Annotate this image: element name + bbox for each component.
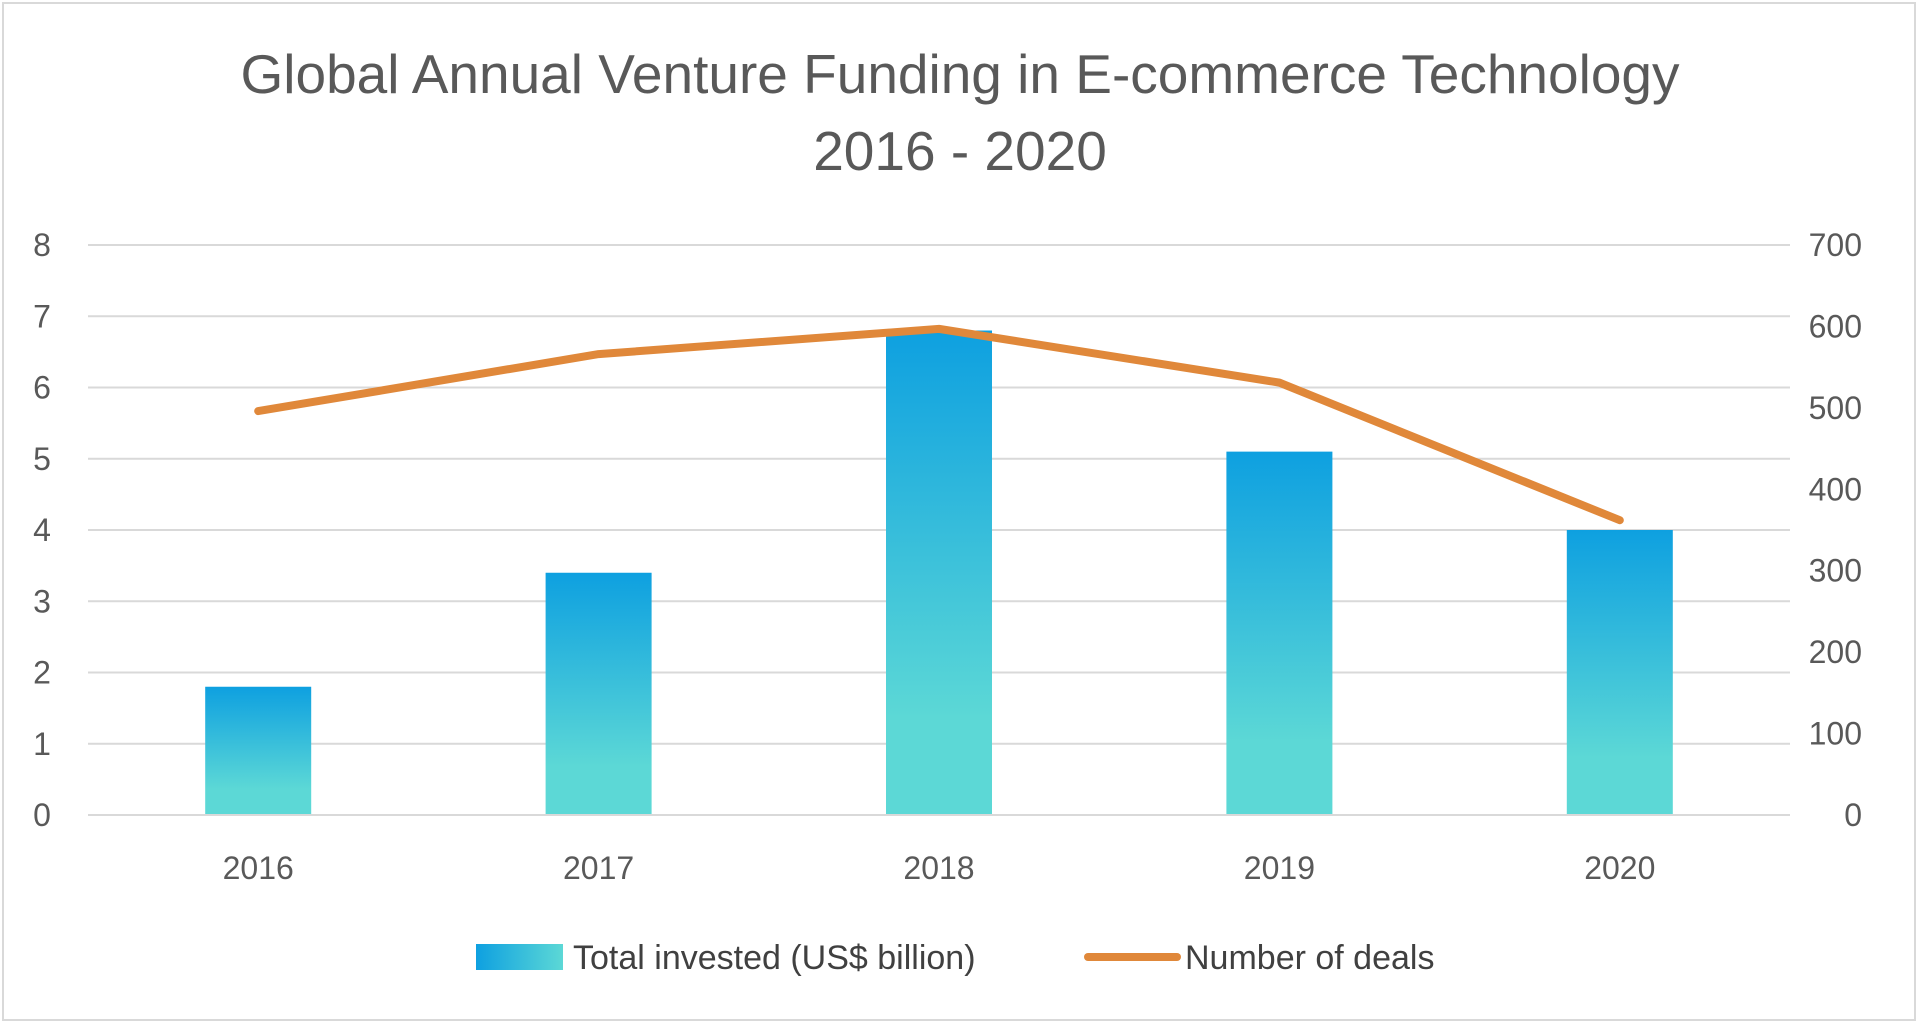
y2-tick-label: 0 (1844, 797, 1862, 833)
bar (1566, 530, 1673, 815)
legend: Total invested (US$ billion) Number of d… (476, 939, 1434, 977)
y-tick-label: 3 (33, 583, 51, 619)
deals-point (257, 410, 260, 413)
bar (1226, 451, 1333, 815)
right-axis: 0 100 200 300 400 500 600 700 (1809, 227, 1862, 833)
y-tick-label: 8 (33, 227, 51, 263)
y-tick-label: 1 (33, 726, 51, 762)
x-tick-label: 2018 (903, 850, 974, 886)
y2-tick-label: 600 (1809, 308, 1862, 344)
y2-tick-label: 400 (1809, 471, 1862, 507)
y2-tick-label: 500 (1809, 390, 1862, 426)
x-axis: 2016 2017 2018 2019 2020 (88, 814, 1790, 886)
bar (205, 686, 312, 815)
y2-tick-label: 100 (1809, 716, 1862, 752)
x-tick-label: 2017 (563, 850, 634, 886)
left-axis: 0 1 2 3 4 5 6 7 8 (33, 227, 51, 833)
legend-line-label: Number of deals (1185, 939, 1434, 977)
y-tick-label: 0 (33, 797, 51, 833)
deals-point (1278, 381, 1281, 384)
y-tick-label: 4 (33, 512, 51, 548)
chart-subtitle: 2016 - 2020 (813, 120, 1107, 182)
y2-tick-label: 300 (1809, 553, 1862, 589)
y-tick-label: 7 (33, 298, 51, 334)
legend-bar-label: Total invested (US$ billion) (573, 939, 976, 977)
line-series (254, 324, 1624, 525)
y2-tick-label: 200 (1809, 634, 1862, 670)
bar (545, 572, 652, 815)
y2-tick-label: 700 (1809, 227, 1862, 263)
x-tick-label: 2016 (223, 850, 294, 886)
y-tick-label: 2 (33, 655, 51, 691)
deals-point (1618, 519, 1621, 522)
x-tick-label: 2020 (1584, 850, 1655, 886)
deals-point (938, 327, 940, 330)
legend-bar-swatch (476, 944, 563, 970)
x-tick-label: 2019 (1244, 850, 1315, 886)
y-tick-label: 5 (33, 441, 51, 477)
chart-title: Global Annual Venture Funding in E-comme… (240, 43, 1680, 105)
bar-series (205, 330, 1673, 815)
bar (886, 330, 992, 815)
deals-point (597, 353, 600, 356)
y-tick-label: 6 (33, 370, 51, 406)
